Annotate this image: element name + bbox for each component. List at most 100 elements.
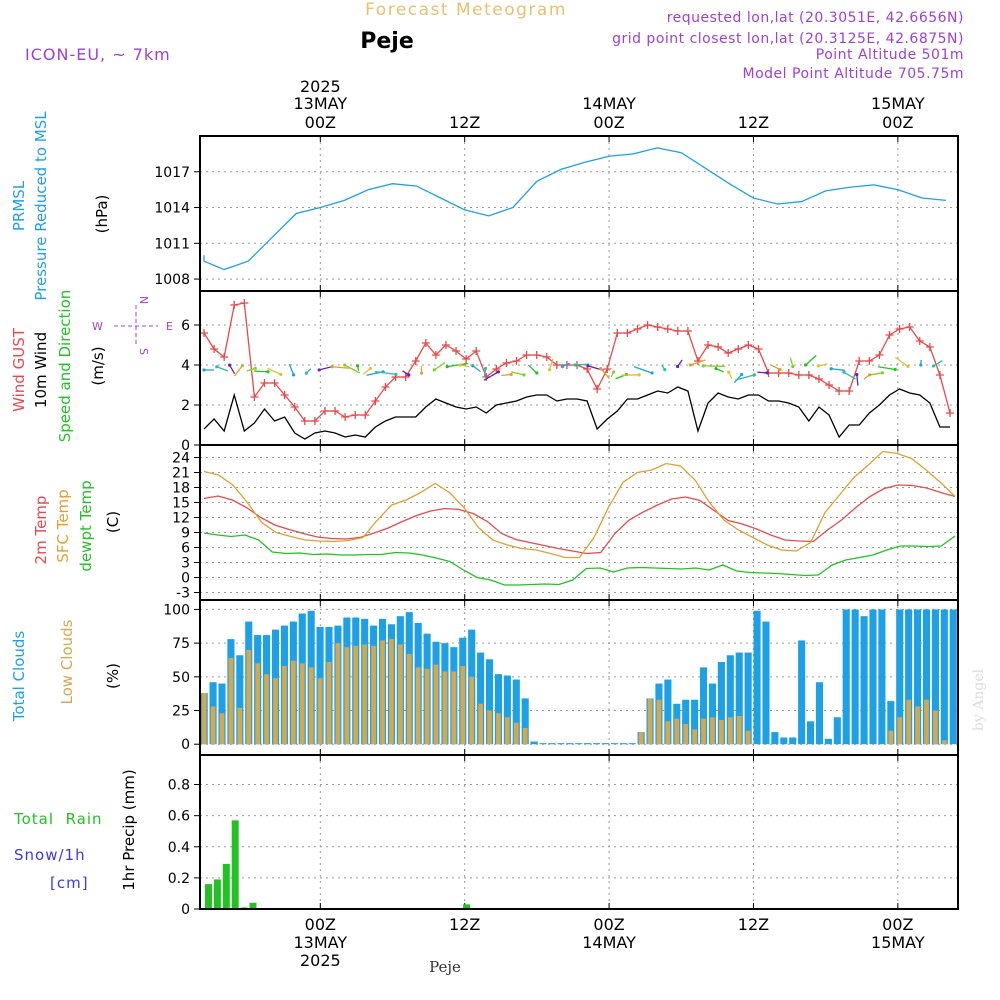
wind-arrow-head (791, 364, 795, 369)
precip-label: 1hr Precip (mm) (120, 769, 138, 890)
gust-marker (875, 351, 884, 359)
y-tick-label: 0.8 (168, 778, 190, 794)
panel-clouds: 0 25 50 75 100 (163, 599, 959, 756)
wind-arrow-head (420, 371, 424, 375)
plot-area: 10081011101410170246-3036912151821240255… (154, 77, 959, 970)
total-cloud-bar (789, 737, 797, 745)
footer-location: Peje (429, 958, 461, 976)
date-label: 13MAY (293, 933, 347, 952)
wind-direction-arrow (331, 366, 350, 369)
total-cloud-bar (592, 743, 601, 745)
total-cloud-bar (628, 743, 636, 745)
gust-marker (300, 417, 309, 425)
panel-frame (199, 444, 959, 601)
gust-marker (522, 351, 531, 359)
total-cloud-bar (762, 621, 770, 745)
percent-unit: (%) (104, 663, 122, 689)
date-label: 14MAY (582, 94, 636, 113)
total-cloud-bar (708, 683, 717, 745)
low-cloud-bar (638, 732, 644, 745)
time-label: 00Z (593, 915, 624, 934)
wind-10m-label: 10m Wind (32, 332, 50, 408)
y-tick-label: 4 (181, 358, 190, 374)
credit: by Angel (971, 668, 987, 731)
y-tick-label: 25 (172, 704, 190, 720)
low-cloud-bar (701, 718, 706, 745)
total-cloud-bar (860, 616, 868, 745)
low-cloud-bar (692, 729, 697, 745)
wind-arrow-head (804, 363, 808, 367)
time-label: 00Z (882, 915, 913, 934)
panel-precipitation: 0 0.2 0.4 0.6 0.8 (168, 754, 959, 918)
wind-arrow-head (407, 373, 411, 377)
y-tick-label: 0 (181, 737, 190, 753)
gust-marker (310, 417, 319, 425)
wind-arrow-head (228, 363, 232, 367)
low-cloud-bar (513, 722, 519, 745)
y-tick-label: 1008 (154, 272, 190, 288)
wind-direction-arrow (633, 366, 653, 374)
gust-marker (825, 381, 834, 389)
forecast-title: Forecast Meteogram (365, 0, 567, 20)
time-label: 12Z (738, 113, 769, 132)
gust-marker (593, 385, 602, 393)
gust-marker (623, 329, 632, 337)
low-cloud-bar (317, 678, 323, 745)
gust-marker (814, 375, 823, 383)
sfc-temp-label: SFC Temp (54, 489, 72, 562)
low-cloud-bar (201, 693, 207, 745)
gust-marker (351, 411, 360, 419)
low-cloud-bar (290, 660, 296, 745)
low-cloud-bar (460, 666, 466, 745)
gust-marker (835, 387, 844, 395)
total-cloud-bar (726, 655, 734, 745)
wind-arrow-head (829, 367, 833, 371)
low-cloud-bar (415, 667, 421, 745)
gust-marker (845, 387, 854, 395)
wind-arrow-head (906, 364, 910, 369)
y-tick-label: 100 (163, 602, 190, 618)
precip-bar (463, 904, 471, 909)
panel-frame (199, 135, 959, 292)
low-cloud-bar (371, 645, 376, 745)
low-cloud-bar (362, 644, 368, 745)
gust-marker (653, 323, 662, 331)
low-cloud-bar (505, 717, 510, 745)
wind-direction-arrow (216, 366, 229, 372)
wind-direction-arrow (690, 359, 706, 366)
y-tick-label: 75 (172, 636, 190, 652)
low-cloud-bar (353, 645, 359, 745)
gust-marker (220, 353, 229, 361)
gust-marker (673, 327, 682, 335)
gust-marker (290, 403, 299, 411)
low-cloud-bar (674, 718, 680, 745)
y-tick-label: 24 (172, 451, 190, 467)
compass-e: E (166, 320, 173, 333)
dewpt-line (203, 532, 956, 586)
gust-marker (714, 343, 723, 351)
wind-direction-arrow (805, 354, 817, 366)
low-cloud-bar (888, 730, 894, 745)
wind-arrow-head (688, 363, 693, 367)
low-cloud-bar (380, 640, 385, 745)
time-label: 00Z (882, 113, 913, 132)
total-cloud-bar (503, 675, 511, 745)
low-cloud-bar (326, 662, 332, 745)
y-tick-label: 0.4 (168, 840, 190, 856)
total-cloud-bar (557, 743, 565, 745)
total-cloud-bar (914, 609, 922, 745)
total-cloud-bar (896, 609, 904, 745)
gust-marker (804, 371, 813, 379)
low-cloud-bar (469, 676, 475, 745)
precip-bar (222, 863, 230, 909)
total-cloud-bar (521, 698, 529, 745)
wind-direction-arrow (895, 356, 909, 367)
wind-arrow-head (292, 373, 296, 377)
gust-marker (250, 393, 259, 401)
gust-marker (663, 325, 672, 333)
date-label: 14MAY (582, 933, 636, 952)
low-cloud-bar (906, 699, 912, 745)
total-cloud-bar (771, 732, 779, 745)
wind-arrow-head (368, 366, 372, 371)
